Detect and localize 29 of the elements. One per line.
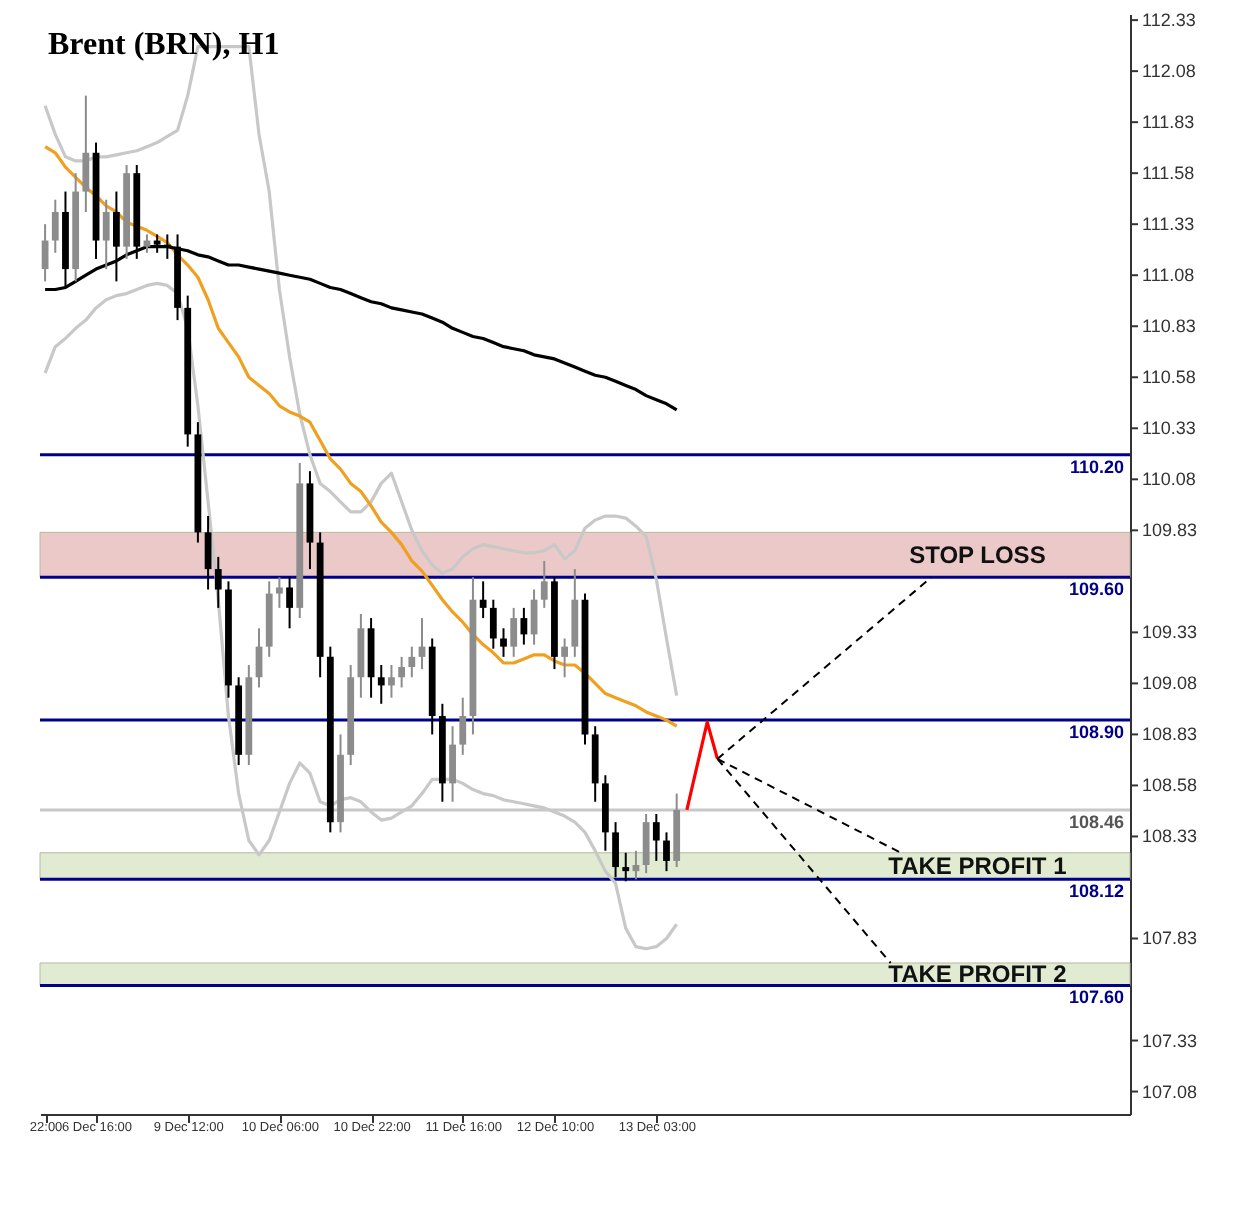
y-tick-label: 111.58 [1142,163,1195,184]
band-label: TAKE PROFIT 1 [888,852,1068,881]
y-tick-label: 109.83 [1142,520,1198,541]
y-tick-label: 109.08 [1142,673,1198,694]
y-tick-label: 111.83 [1142,112,1195,133]
y-tick-label: 112.33 [1142,10,1196,31]
y-tick-label: 107.83 [1142,928,1198,949]
y-tick-label: 107.33 [1142,1030,1198,1051]
ref-line-label: 108.46 [1068,811,1124,832]
y-tick-label: 107.08 [1142,1081,1198,1102]
ref-line-label: 107.60 [1068,987,1124,1008]
y-tick-label: 108.58 [1142,775,1198,796]
y-tick-label: 110.83 [1142,316,1196,337]
ref-line-label: 108.12 [1068,881,1124,902]
chart-title: Brent (BRN), H1 [48,28,280,63]
y-tick-label: 108.33 [1142,826,1198,847]
y-tick-label: 110.33 [1142,418,1196,439]
ref-line-label: 109.60 [1068,579,1124,600]
ref-line-label: 110.20 [1069,456,1124,477]
y-tick-label: 111.33 [1142,214,1195,235]
y-tick-label: 111.08 [1142,265,1195,286]
band-label: STOP LOSS [909,540,1046,569]
band-label: TAKE PROFIT 2 [888,960,1068,989]
ref-line-label: 108.90 [1068,722,1124,743]
y-tick-label: 110.58 [1142,367,1196,388]
y-tick-label: 110.08 [1142,469,1196,490]
y-tick-label: 108.83 [1142,724,1198,745]
y-tick-label: 109.33 [1142,622,1198,643]
y-tick-label: 112.08 [1142,61,1196,82]
